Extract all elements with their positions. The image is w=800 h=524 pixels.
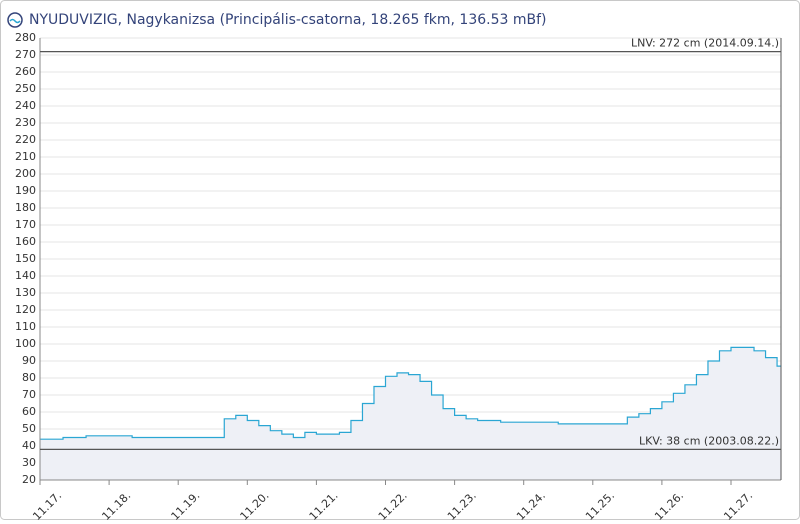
y-tick-label: 120	[15, 303, 36, 316]
y-tick-label: 210	[15, 150, 36, 163]
y-tick-label: 150	[15, 252, 36, 265]
y-tick-label: 40	[22, 439, 36, 452]
y-tick-label: 200	[15, 167, 36, 180]
y-tick-label: 20	[22, 473, 36, 486]
y-tick-label: 90	[22, 354, 36, 367]
logo	[7, 12, 23, 28]
y-tick-label: 270	[15, 48, 36, 61]
y-tick-label: 80	[22, 371, 36, 384]
y-tick-label: 140	[15, 269, 36, 282]
y-tick-label: 230	[15, 116, 36, 129]
y-tick-label: 160	[15, 235, 36, 248]
reference-label: LKV: 38 cm (2003.08.22.)	[639, 434, 779, 447]
y-tick-label: 250	[15, 82, 36, 95]
y-tick-label: 220	[15, 133, 36, 146]
y-tick-label: 280	[15, 31, 36, 44]
line	[40, 346, 781, 440]
y-tick-label: 130	[15, 286, 36, 299]
y-tick-label: 70	[22, 388, 36, 401]
y-tick-label: 60	[22, 405, 36, 418]
y-tick-label: 50	[22, 422, 36, 435]
y-tick-label: 100	[15, 337, 36, 350]
y-tick-label: 170	[15, 218, 36, 231]
chart-title: NYUDUVIZIG, Nagykanizsa (Principális-csa…	[29, 12, 547, 28]
y-tick-label: 260	[15, 65, 36, 78]
y-tick-label: 180	[15, 201, 36, 214]
y-tick-label: 190	[15, 184, 36, 197]
y-tick-label: 110	[15, 320, 36, 333]
area	[40, 347, 781, 480]
y-tick-label: 240	[15, 99, 36, 112]
reference-label: LNV: 272 cm (2014.09.14.)	[631, 37, 779, 50]
y-tick-label: 30	[22, 456, 36, 469]
